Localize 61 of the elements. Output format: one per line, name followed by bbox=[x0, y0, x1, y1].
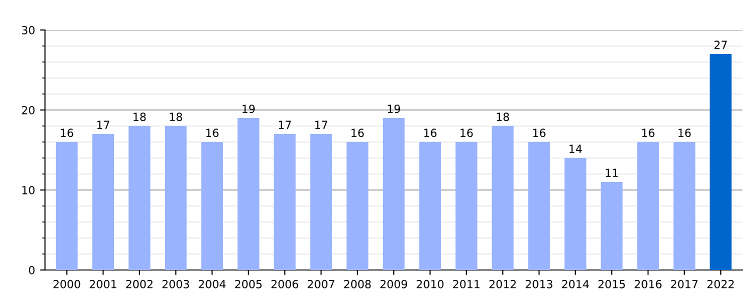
data-label: 16 bbox=[642, 128, 654, 138]
bar bbox=[128, 126, 150, 270]
data-label: 16 bbox=[60, 128, 74, 138]
x-tick-label: 2013 bbox=[526, 280, 552, 288]
x-tick-label: 2003 bbox=[162, 280, 190, 288]
data-label: 16 bbox=[678, 128, 691, 138]
bar bbox=[310, 134, 332, 270]
bar bbox=[92, 134, 114, 270]
x-tick-label: 2012 bbox=[489, 280, 516, 288]
data-label: 16 bbox=[424, 128, 436, 138]
x-tick-label: 2015 bbox=[598, 280, 625, 288]
bar bbox=[419, 142, 441, 270]
data-label: 27 bbox=[714, 40, 727, 49]
bar bbox=[673, 142, 696, 270]
x-tick-label: 2011 bbox=[453, 280, 480, 288]
x-tick-label: 2010 bbox=[416, 280, 444, 288]
data-label: 17 bbox=[97, 120, 110, 129]
bar bbox=[564, 158, 586, 270]
x-tick-label: 2006 bbox=[271, 280, 298, 288]
data-label: 17 bbox=[278, 120, 291, 129]
bar bbox=[528, 142, 550, 270]
bar bbox=[164, 126, 187, 270]
y-tick-label: 10 bbox=[22, 186, 35, 194]
bar bbox=[274, 134, 296, 270]
bar bbox=[382, 118, 405, 270]
x-tick-label: 2009 bbox=[380, 280, 408, 288]
x-tick-label: 2001 bbox=[90, 280, 116, 288]
x-tick-label: 2002 bbox=[126, 280, 152, 288]
x-tick-label: 2004 bbox=[198, 280, 226, 288]
data-label: 11 bbox=[606, 168, 618, 177]
x-tick-label: 2005 bbox=[235, 280, 262, 288]
bar bbox=[56, 142, 78, 270]
data-label: 17 bbox=[315, 120, 328, 129]
y-tick-label: 20 bbox=[22, 106, 35, 114]
x-tick-label: 2008 bbox=[344, 280, 371, 288]
bar bbox=[710, 54, 732, 270]
data-label: 16 bbox=[352, 128, 364, 138]
data-label: 19 bbox=[388, 104, 400, 114]
x-tick-label: 2017 bbox=[671, 280, 698, 288]
y-tick-label: 0 bbox=[28, 266, 35, 274]
bar bbox=[492, 126, 514, 270]
bar bbox=[637, 142, 659, 270]
data-label: 18 bbox=[496, 112, 510, 122]
data-label: 16 bbox=[206, 128, 218, 138]
data-label: 16 bbox=[533, 128, 546, 138]
y-tick-label: 30 bbox=[22, 26, 35, 34]
x-tick-label: 2014 bbox=[562, 280, 589, 288]
bar bbox=[238, 118, 260, 270]
data-label: 14 bbox=[570, 144, 582, 153]
x-tick-label: 2007 bbox=[308, 280, 334, 288]
data-label: 19 bbox=[242, 104, 255, 114]
bar bbox=[600, 182, 623, 270]
x-tick-label: 2022 bbox=[707, 280, 734, 288]
bar bbox=[346, 142, 368, 270]
data-label: 16 bbox=[460, 128, 473, 138]
x-tick-label: 2000 bbox=[53, 280, 80, 288]
bar bbox=[456, 142, 478, 270]
data-label: 18 bbox=[170, 112, 182, 122]
x-tick-label: 2016 bbox=[634, 280, 662, 288]
bar bbox=[201, 142, 224, 270]
data-label: 18 bbox=[134, 112, 146, 122]
